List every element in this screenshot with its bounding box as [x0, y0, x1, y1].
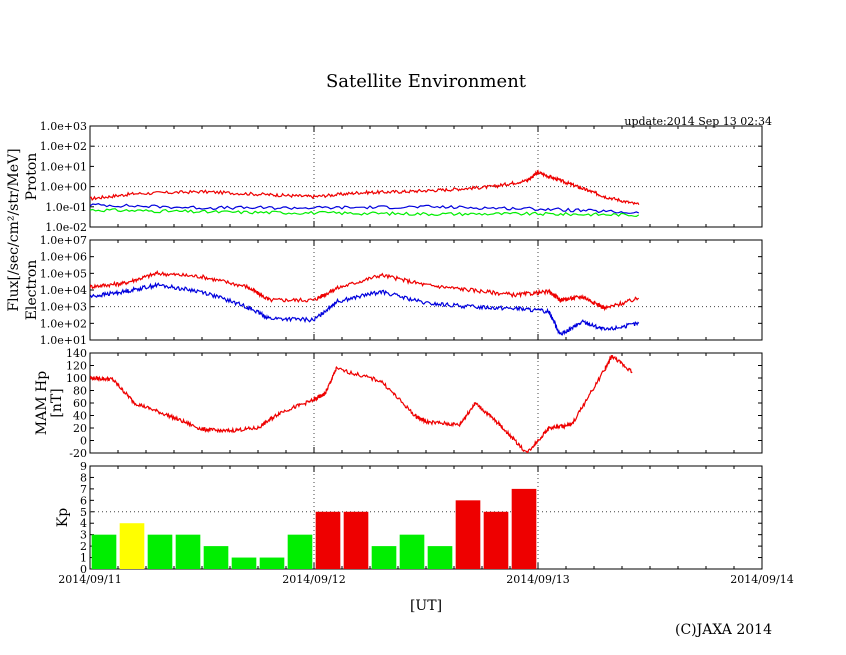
panel-proton [89, 125, 763, 228]
proton-ylabel: Proton [24, 153, 40, 201]
mam-ylabel: MAM Hp [34, 371, 50, 435]
x-tick-label: 2014/09/14 [730, 573, 793, 586]
kp-bar [483, 511, 509, 569]
kp-ytick-label: 2 [80, 540, 87, 553]
kp-bar [399, 534, 425, 569]
kp-ytick-label: 8 [80, 471, 87, 484]
electron-ytick-label: 1.0e+02 [40, 317, 87, 330]
electron-ytick-label: 1.0e+05 [40, 267, 87, 280]
electron-frame [89, 239, 763, 341]
electron-ytick-label: 1.0e+06 [40, 251, 87, 264]
electron-ytick-label: 1.0e+01 [40, 334, 87, 347]
mam-ytick-label: 140 [66, 347, 87, 360]
x-axis-label: [UT] [410, 598, 442, 614]
electron-series-blue [90, 281, 640, 336]
x-tick-label: 2014/09/11 [58, 573, 121, 586]
copyright: (C)JAXA 2014 [675, 622, 772, 638]
panel-mam [89, 352, 763, 454]
electron-ytick-label: 1.0e+04 [40, 284, 87, 297]
kp-bar [371, 546, 397, 569]
kp-ytick-label: 9 [80, 460, 87, 473]
mam-ytick-label: -20 [69, 447, 87, 460]
mam-ytick-label: 60 [73, 397, 87, 410]
proton-ytick-label: 1.0e+02 [40, 140, 87, 153]
proton-ytick-label: 1.0e+03 [40, 120, 87, 133]
electron-series-red [90, 269, 640, 312]
update-timestamp: update:2014 Sep 13 02:34 [624, 115, 772, 128]
mam-ytick-label: 0 [80, 435, 87, 448]
mam-ytick-label: 40 [73, 410, 87, 423]
kp-bar [147, 534, 173, 569]
kp-bar [343, 511, 369, 569]
kp-ytick-label: 3 [80, 529, 87, 542]
kp-bar [91, 534, 117, 569]
proton-ytick-label: 1.0e+01 [40, 160, 87, 173]
kp-bar [315, 511, 341, 569]
electron-ytick-label: 1.0e+03 [40, 301, 87, 314]
kp-ytick-label: 0 [80, 563, 87, 576]
mam-ytick-label: 20 [73, 422, 87, 435]
kp-ytick-label: 7 [80, 483, 87, 496]
proton-ytick-label: 1.0e-01 [45, 201, 87, 214]
kp-ytick-label: 4 [80, 517, 87, 530]
proton-series-blue [90, 203, 640, 214]
mam-series-hp [90, 354, 633, 453]
x-tick-label: 2014/09/12 [282, 573, 345, 586]
mam-frame [89, 352, 763, 454]
kp-ylabel: Kp [55, 508, 71, 527]
kp-bar [203, 546, 229, 569]
x-tick-label: 2014/09/13 [506, 573, 569, 586]
proton-ytick-label: 1.0e+00 [40, 181, 87, 194]
panel-electron [89, 239, 763, 341]
electron-ylabel: Electron [24, 260, 40, 321]
kp-bar [455, 500, 481, 569]
kp-bar [231, 557, 257, 569]
electron-ytick-label: 1.0e+07 [40, 234, 87, 247]
kp-bar [119, 523, 145, 569]
kp-ytick-label: 1 [80, 552, 87, 565]
proton-series-green [90, 208, 640, 218]
mam-ylabel-units: [nT] [49, 388, 65, 417]
kp-bar [175, 534, 201, 569]
kp-ytick-label: 5 [80, 506, 87, 519]
panel-kp [89, 465, 763, 570]
kp-ytick-label: 6 [80, 494, 87, 507]
mam-ytick-label: 120 [66, 360, 87, 373]
kp-bar [511, 488, 537, 569]
chart-title: Satellite Environment [326, 71, 527, 92]
proton-frame [89, 125, 763, 228]
kp-bar [427, 546, 453, 569]
flux-axis-label: Flux[/sec/cm²/str/MeV] [6, 148, 22, 311]
mam-ytick-label: 100 [66, 372, 87, 385]
kp-bar [287, 534, 313, 569]
proton-ytick-label: 1.0e-02 [45, 221, 87, 234]
kp-bar [259, 557, 285, 569]
proton-series-red [90, 169, 640, 206]
mam-ytick-label: 80 [73, 385, 87, 398]
